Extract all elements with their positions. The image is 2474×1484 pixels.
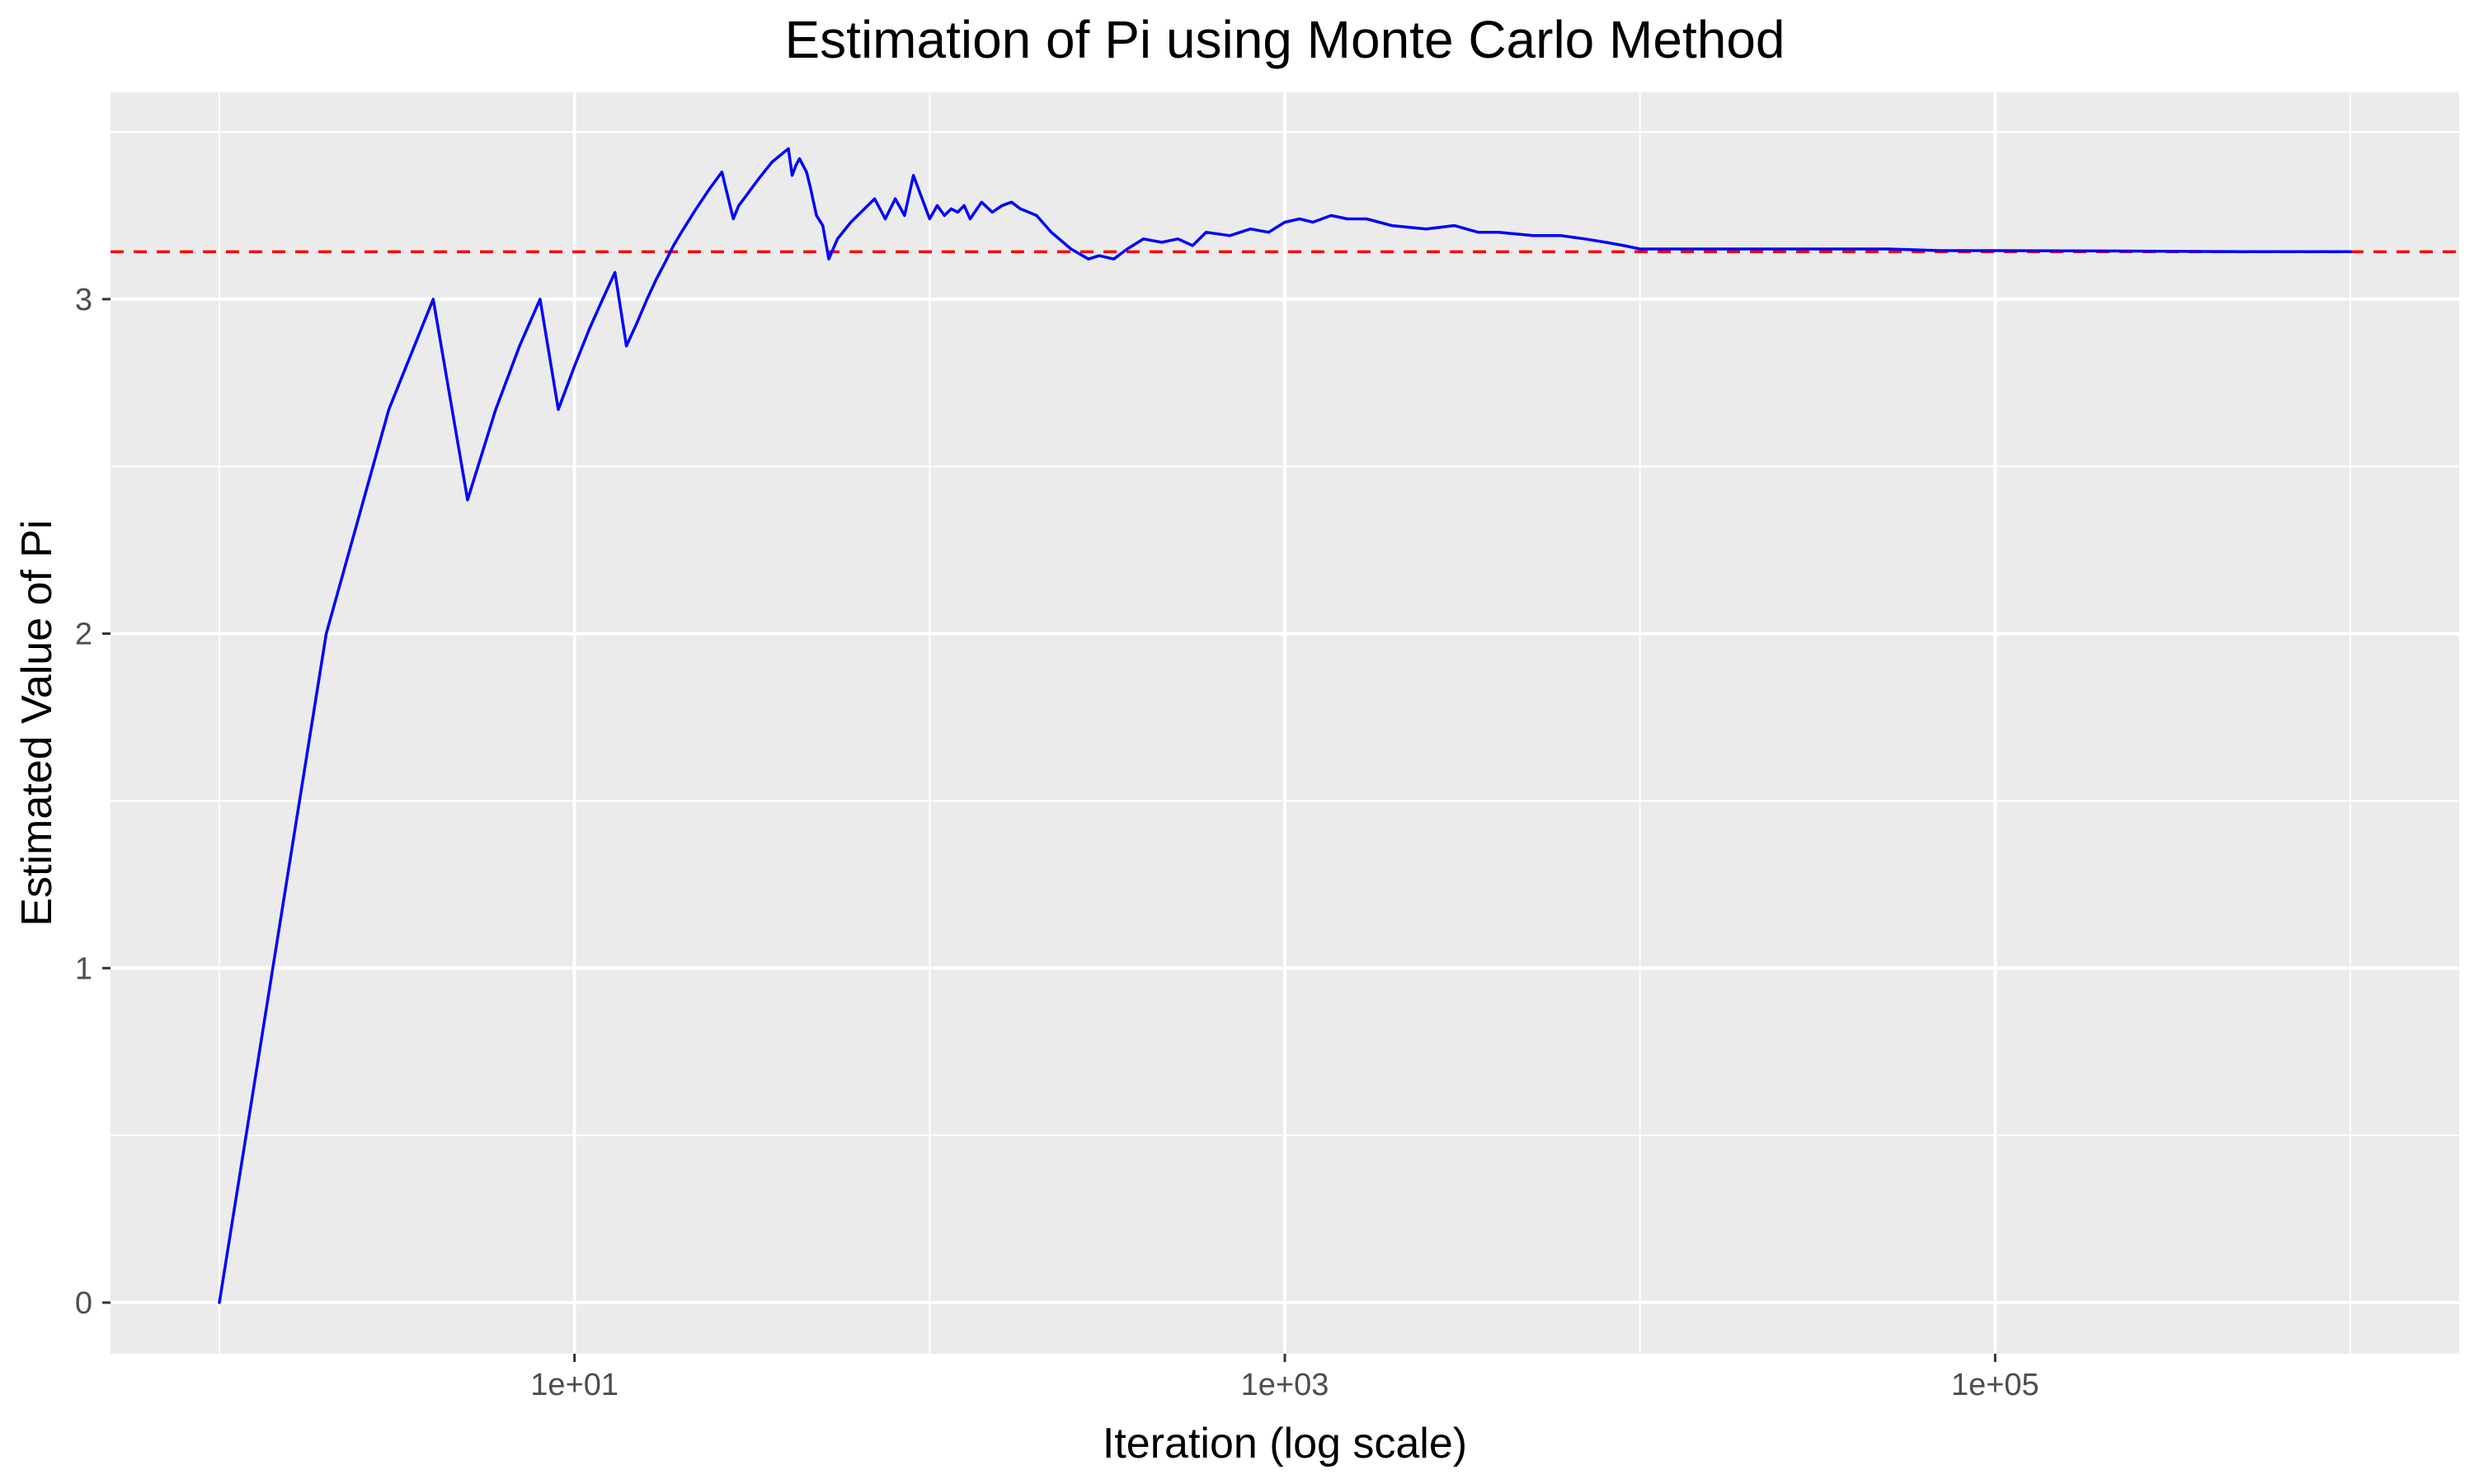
x-tick-label: 1e+01 bbox=[530, 1368, 618, 1402]
axis-ticks bbox=[102, 298, 1997, 1362]
y-tick-label: 3 bbox=[75, 283, 92, 317]
x-axis-title: Iteration (log scale) bbox=[1103, 1420, 1467, 1468]
chart-title: Estimation of Pi using Monte Carlo Metho… bbox=[784, 10, 1785, 69]
x-tick-label: 1e+03 bbox=[1241, 1368, 1329, 1402]
y-axis-title: Estimated Value of Pi bbox=[13, 519, 61, 926]
major-gridlines bbox=[111, 92, 2459, 1354]
estimate-series-line bbox=[218, 147, 2352, 1304]
x-tick-label: 1e+05 bbox=[1951, 1368, 2039, 1402]
y-tick-label: 0 bbox=[75, 1286, 92, 1321]
series-group bbox=[218, 147, 2352, 1304]
y-tick-label: 2 bbox=[75, 618, 92, 652]
axis-tick-labels: 1e+01 1e+03 1e+05 0 1 2 3 bbox=[75, 283, 2039, 1402]
y-tick-label: 1 bbox=[75, 951, 92, 986]
